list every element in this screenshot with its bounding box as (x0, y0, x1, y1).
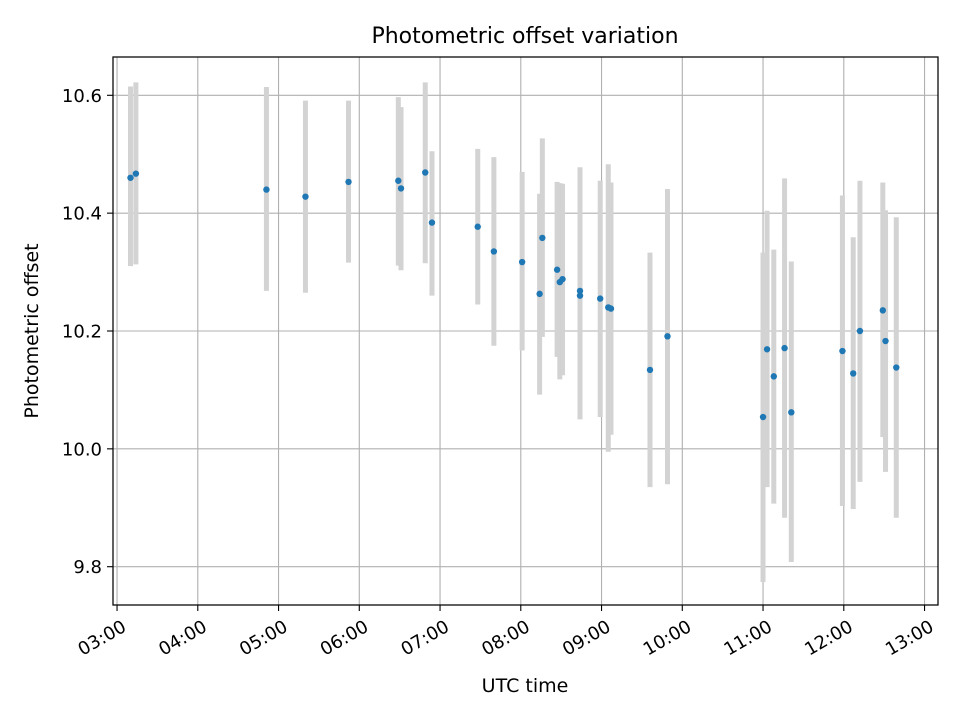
point-layer (127, 169, 900, 421)
data-point (559, 275, 566, 283)
y-tick-label: 10.6 (62, 86, 102, 107)
data-point (781, 344, 788, 352)
data-point (428, 219, 436, 226)
data-point (839, 347, 846, 355)
data-point (263, 186, 270, 193)
data-point (856, 327, 864, 335)
data-point (759, 413, 767, 421)
data-point (576, 292, 584, 299)
data-point (879, 307, 887, 314)
data-point (345, 178, 352, 186)
data-point (474, 223, 481, 230)
data-point (553, 266, 561, 273)
data-point (132, 170, 140, 177)
data-point (395, 177, 402, 184)
x-axis-label: UTC time (482, 675, 569, 697)
data-point (302, 193, 309, 200)
y-tick-label: 10.0 (62, 439, 102, 460)
data-point (539, 234, 546, 242)
data-point (763, 346, 771, 353)
data-point (664, 333, 671, 340)
y-tick-label: 10.2 (62, 322, 102, 343)
data-point (536, 290, 543, 298)
data-point (893, 364, 900, 371)
data-point (490, 248, 498, 255)
y-axis-label: Photometric offset (21, 243, 43, 418)
chart-title: Photometric offset variation (371, 24, 678, 49)
y-tick-label: 9.8 (73, 557, 102, 578)
data-point (607, 305, 615, 312)
data-point (518, 258, 526, 266)
data-point (882, 337, 889, 345)
data-point (422, 169, 429, 176)
data-point (646, 366, 654, 374)
data-point (770, 373, 778, 380)
y-tick-label: 10.4 (62, 204, 102, 225)
data-point (576, 287, 584, 295)
data-point (850, 370, 857, 377)
data-point (788, 409, 795, 416)
data-point (397, 185, 405, 192)
data-point (127, 174, 134, 181)
data-point (596, 295, 604, 302)
